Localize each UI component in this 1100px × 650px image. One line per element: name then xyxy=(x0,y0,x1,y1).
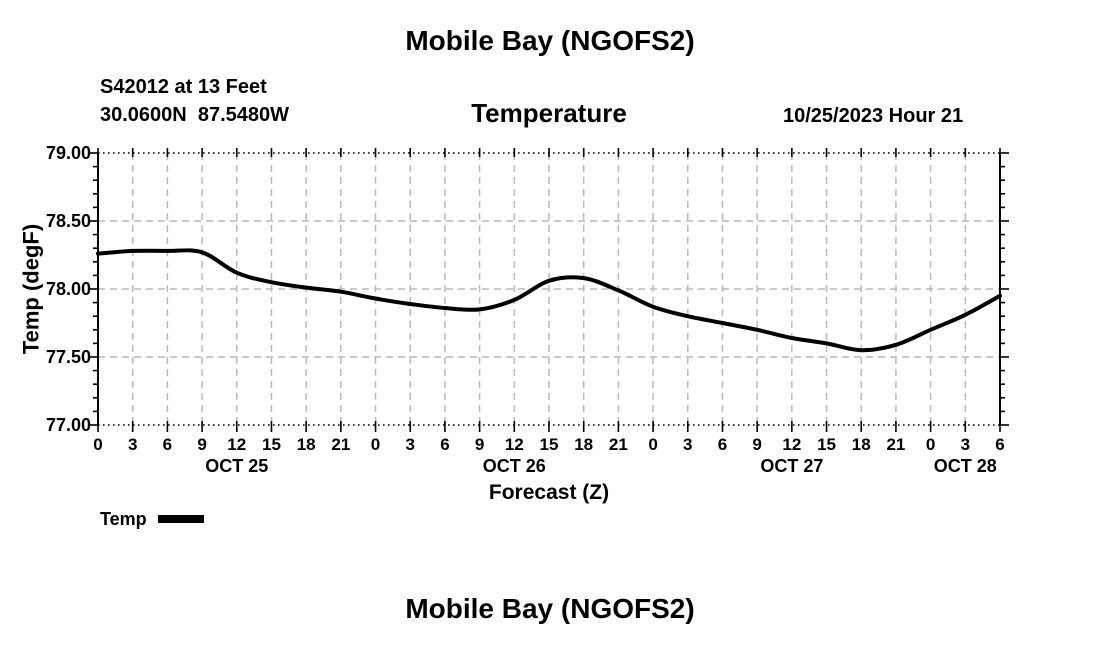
chart-bottom-title: Mobile Bay (NGOFS2) xyxy=(405,593,695,624)
y-tick-label: 78.00 xyxy=(46,279,91,299)
station-id: S42012 at 13 Feet xyxy=(100,76,267,98)
legend-swatch xyxy=(157,514,204,523)
y-tick-label: 78.50 xyxy=(46,211,91,231)
x-tick-label: 21 xyxy=(609,435,628,454)
x-tick-label: 0 xyxy=(648,435,657,454)
x-tick-label: 3 xyxy=(683,435,692,454)
x-tick-label: 21 xyxy=(886,435,905,454)
x-tick-label: 9 xyxy=(752,435,761,454)
x-tick-label: 3 xyxy=(128,435,137,454)
x-tick-label: 6 xyxy=(718,435,727,454)
x-tick-label: 6 xyxy=(163,435,172,454)
legend: Temp xyxy=(100,510,204,529)
y-tick-label: 77.00 xyxy=(46,415,91,435)
day-label: OCT 28 xyxy=(934,456,997,476)
x-tick-label: 3 xyxy=(405,435,414,454)
x-tick-label: 15 xyxy=(262,435,281,454)
temp-series-line xyxy=(96,248,1002,353)
x-tick-label: 3 xyxy=(961,435,970,454)
day-label: OCT 27 xyxy=(760,456,823,476)
x-tick-label: 9 xyxy=(197,435,206,454)
chart-subtitle: Temperature xyxy=(471,98,627,128)
station-coords: 30.0600N 87.5480W xyxy=(100,104,290,126)
x-tick-label: 18 xyxy=(852,435,871,454)
x-axis-label: Forecast (Z) xyxy=(488,481,610,504)
x-tick-label: 12 xyxy=(227,435,246,454)
day-label: OCT 26 xyxy=(483,456,546,476)
x-tick-label: 6 xyxy=(995,435,1004,454)
x-tick-label: 18 xyxy=(297,435,316,454)
x-tick-label: 0 xyxy=(371,435,380,454)
y-tick-label: 77.50 xyxy=(46,347,91,367)
forecast-datetime: 10/25/2023 Hour 21 xyxy=(783,105,964,127)
x-tick-label: 21 xyxy=(331,435,350,454)
x-tick-label: 6 xyxy=(440,435,449,454)
x-tick-label: 15 xyxy=(817,435,836,454)
day-label: OCT 25 xyxy=(205,456,268,476)
x-tick-label: 12 xyxy=(782,435,801,454)
y-tick-label: 79.00 xyxy=(46,143,91,163)
x-tick-label: 0 xyxy=(926,435,935,454)
x-tick-label: 0 xyxy=(93,435,102,454)
x-tick-label: 15 xyxy=(540,435,559,454)
legend-label: Temp xyxy=(100,509,147,529)
x-tick-label: 18 xyxy=(574,435,593,454)
y-axis-label: Temp (degF) xyxy=(18,223,44,355)
chart-top-title: Mobile Bay (NGOFS2) xyxy=(405,25,695,56)
x-tick-label: 12 xyxy=(505,435,524,454)
x-tick-label: 9 xyxy=(475,435,484,454)
